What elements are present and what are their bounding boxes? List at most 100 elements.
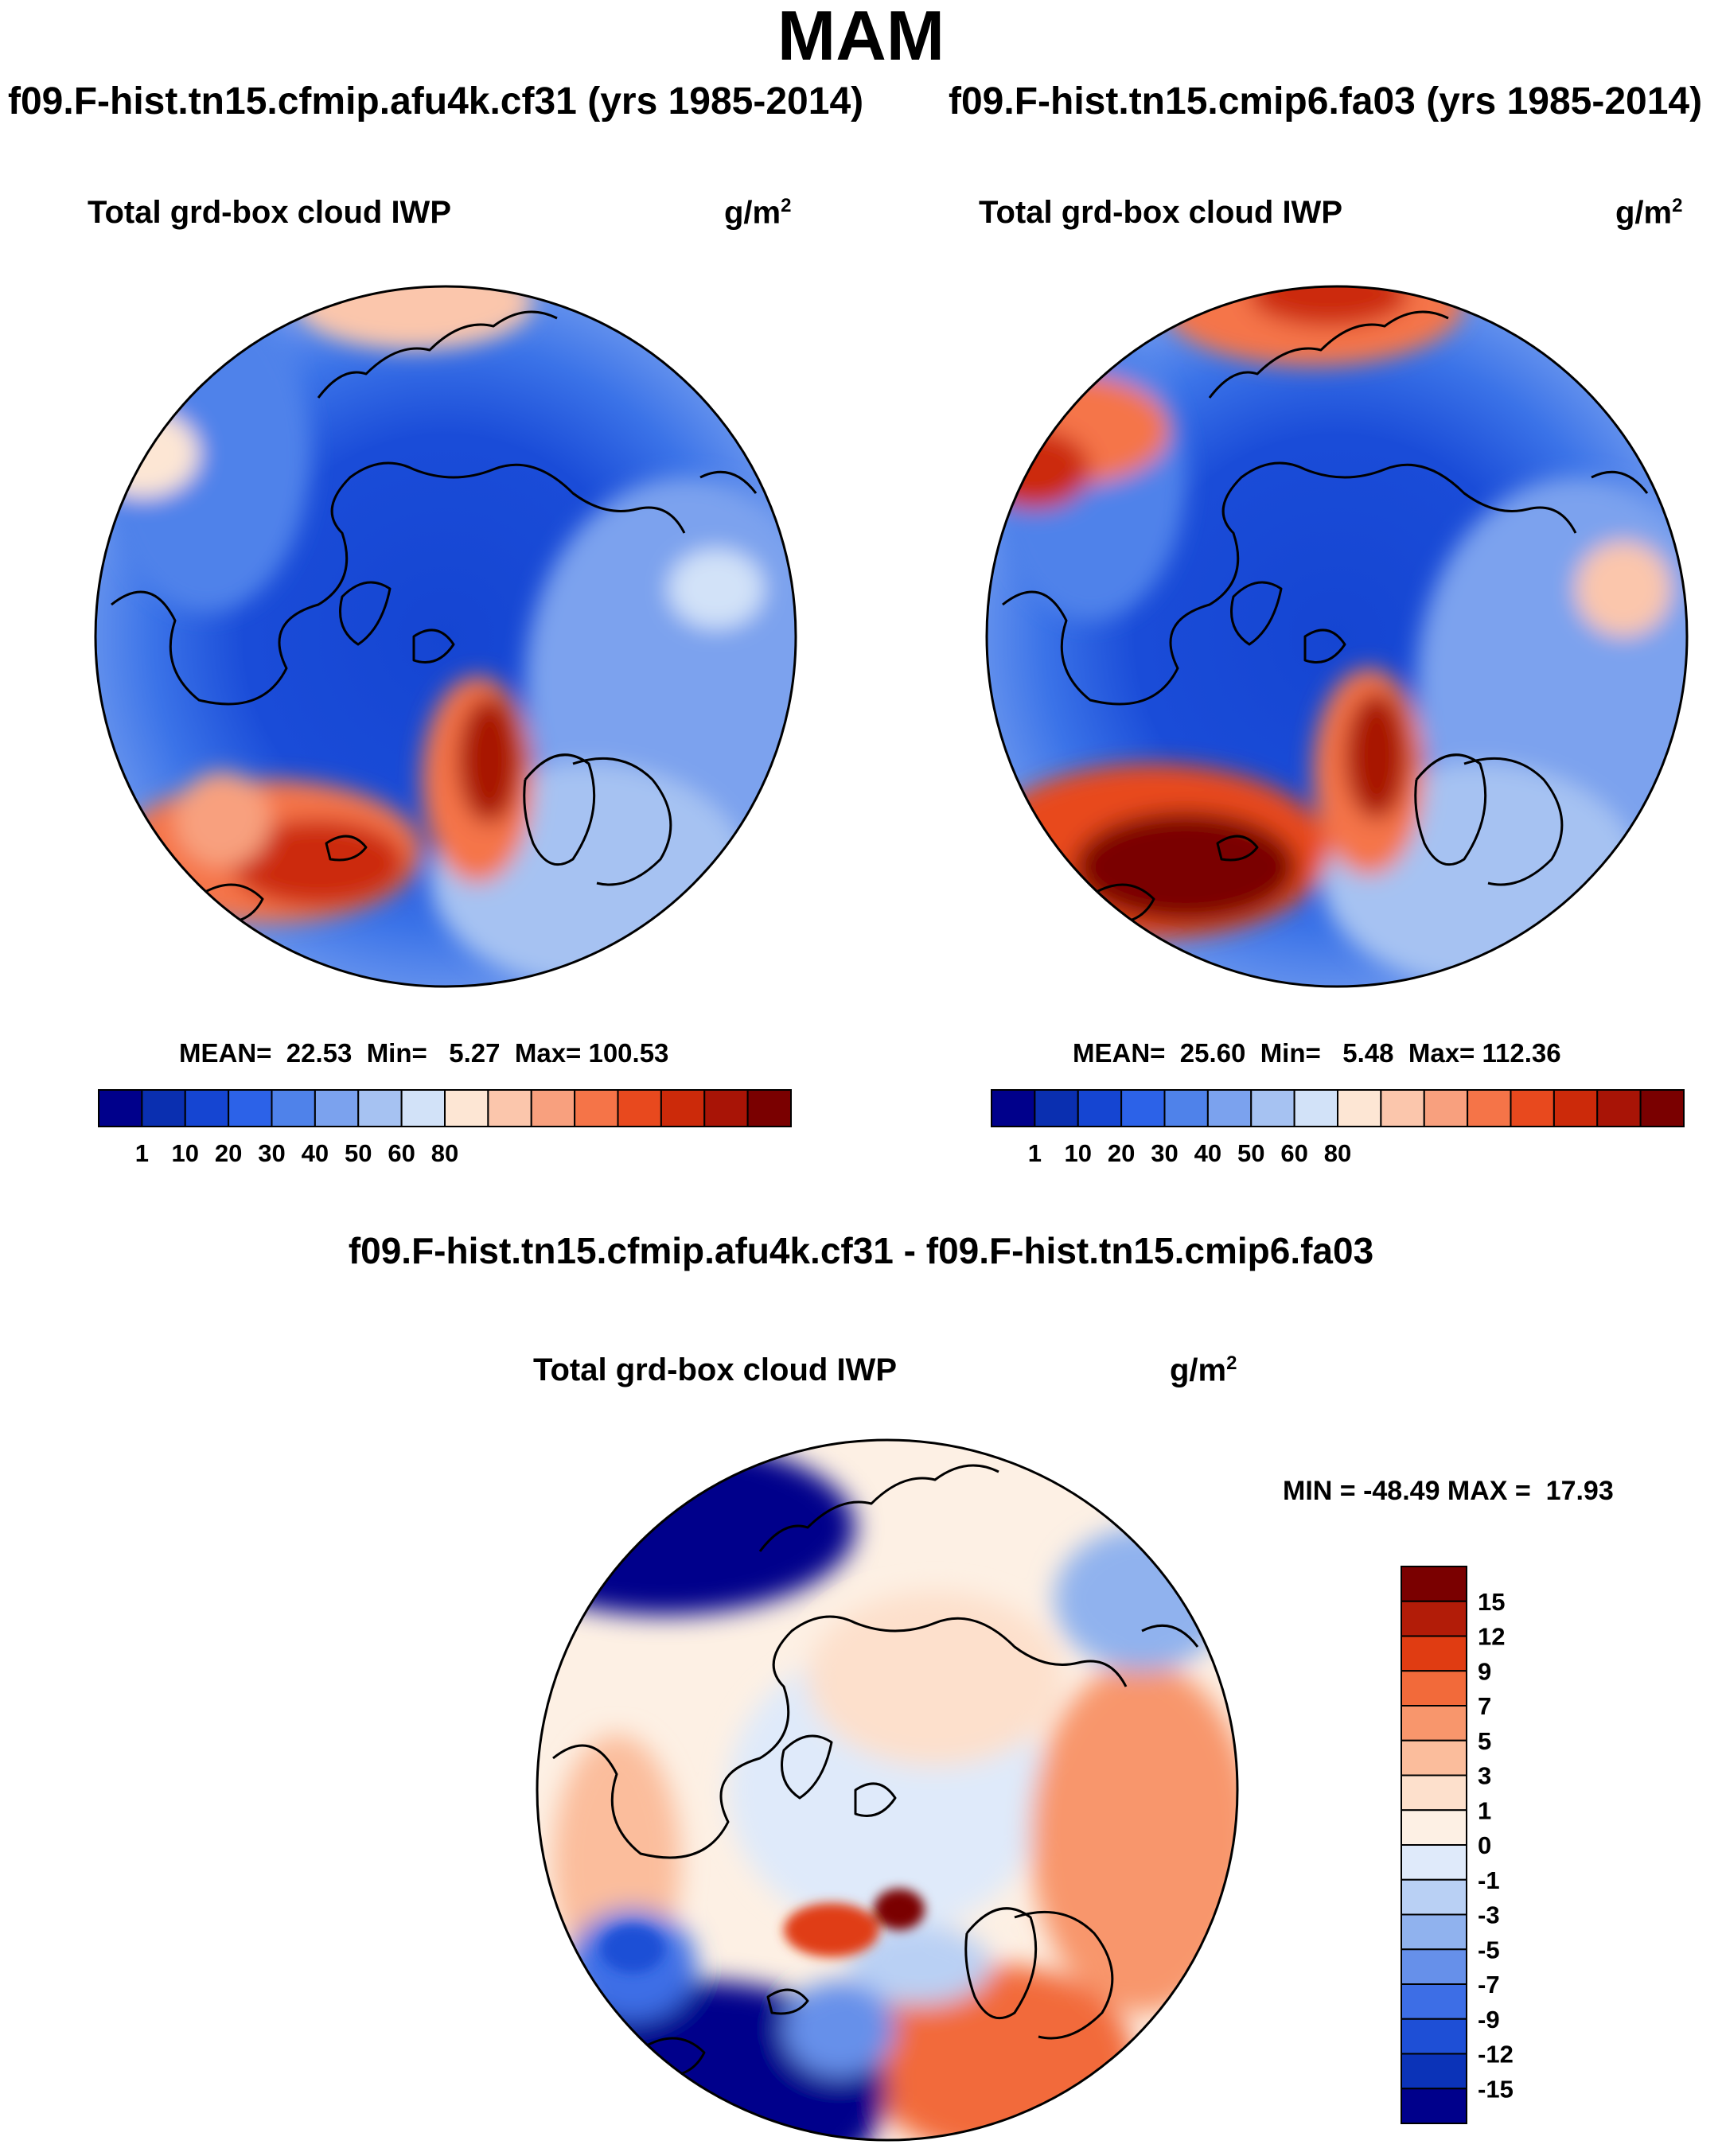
diff-colorbar-tick-label: 7 xyxy=(1478,1692,1491,1720)
diff-colorbar-swatch xyxy=(1401,1566,1467,1602)
colorbar-tick-label: 20 xyxy=(1108,1139,1135,1167)
diff-colorbar-swatch xyxy=(1401,1913,1467,1951)
colorbar-tick-label: 10 xyxy=(1065,1139,1092,1167)
colorbar-swatch xyxy=(314,1089,360,1127)
colorbar-swatch xyxy=(660,1089,706,1127)
panel-2-case-title: f09.F-hist.tn15.cmip6.fa03 (yrs 1985-201… xyxy=(949,80,1703,123)
diff-colorbar-tick-label: -7 xyxy=(1478,1971,1500,1998)
colorbar-swatch xyxy=(1034,1089,1079,1127)
diff-colorbar-swatch xyxy=(1401,2088,1467,2124)
colorbar-tick-label: 60 xyxy=(388,1139,415,1167)
colorbar-tick-label: 50 xyxy=(1237,1139,1264,1167)
diff-colorbar-tick-label: 0 xyxy=(1478,1831,1491,1859)
colorbar-swatch xyxy=(1337,1089,1382,1127)
diff-colorbar-swatch xyxy=(1401,2018,1467,2055)
colorbar-tick-label: 30 xyxy=(1151,1139,1178,1167)
colorbar-swatch xyxy=(1250,1089,1295,1127)
colorbar-swatch xyxy=(703,1089,749,1127)
difference-local-features xyxy=(601,1889,925,1973)
difference-units: g/m2 xyxy=(1170,1352,1237,1388)
colorbar-swatch xyxy=(271,1089,316,1127)
diff-colorbar-tick-label: 12 xyxy=(1478,1623,1505,1651)
diff-colorbar-swatch xyxy=(1401,2053,1467,2090)
diff-colorbar-swatch xyxy=(1401,1670,1467,1707)
colorbar-tick-label: 80 xyxy=(1324,1139,1351,1167)
colorbar-swatch xyxy=(1293,1089,1338,1127)
colorbar-tick-label: 1 xyxy=(1028,1139,1042,1167)
diff-colorbar-tick-label: 9 xyxy=(1478,1657,1491,1685)
panel-1-case-title: f09.F-hist.tn15.cfmip.afu4k.cf31 (yrs 19… xyxy=(8,80,864,123)
diff-colorbar-swatch xyxy=(1401,1739,1467,1777)
colorbar-tick-label: 50 xyxy=(345,1139,372,1167)
diff-colorbar-tick-label: -5 xyxy=(1478,1936,1500,1963)
diff-colorbar-swatch xyxy=(1401,1878,1467,1916)
panel-1-colorbar: 1 10 20 30 40 50 60 80 xyxy=(98,1089,792,1167)
colorbar-swatch xyxy=(444,1089,489,1127)
colorbar-swatch xyxy=(98,1089,143,1127)
colorbar-swatch xyxy=(1639,1089,1685,1127)
colorbar-swatch xyxy=(487,1089,532,1127)
diff-colorbar-tick-label: 1 xyxy=(1478,1796,1491,1824)
colorbar-swatch xyxy=(141,1089,186,1127)
colorbar-swatch xyxy=(400,1089,446,1127)
colorbar-tick-label: 10 xyxy=(172,1139,199,1167)
colorbar-swatch xyxy=(1596,1089,1642,1127)
colorbar-tick-label: 80 xyxy=(431,1139,458,1167)
difference-polar-map xyxy=(536,1438,1239,2142)
colorbar-tick-label: 1 xyxy=(135,1139,149,1167)
diff-colorbar-swatch xyxy=(1401,1844,1467,1881)
diff-colorbar-tick-label: 5 xyxy=(1478,1727,1491,1755)
panel-1-map-border xyxy=(94,285,797,988)
panel-2-map-border xyxy=(985,285,1689,988)
colorbar-swatch xyxy=(617,1089,662,1127)
difference-map-border xyxy=(536,1438,1239,2142)
colorbar-tick-label: 40 xyxy=(302,1139,329,1167)
panel-1-coastlines xyxy=(111,310,758,924)
diff-colorbar-swatch xyxy=(1401,1774,1467,1812)
difference-minmax: MIN = -48.49 MAX = 17.93 xyxy=(1283,1476,1614,1506)
diff-colorbar-swatch xyxy=(1401,1809,1467,1846)
diff-colorbar-tick-label: 3 xyxy=(1478,1762,1491,1790)
diff-colorbar-swatch xyxy=(1401,1948,1467,1985)
panel-2-colorbar: 1 10 20 30 40 50 60 80 xyxy=(991,1089,1685,1167)
diff-colorbar-tick-label: -15 xyxy=(1478,2075,1514,2103)
colorbar-swatch xyxy=(1380,1089,1425,1127)
diff-colorbar-swatch xyxy=(1401,1600,1467,1637)
panel-2-units: g/m2 xyxy=(1615,195,1683,231)
colorbar-swatch xyxy=(1120,1089,1166,1127)
colorbar-swatch xyxy=(574,1089,619,1127)
colorbar-swatch xyxy=(1553,1089,1599,1127)
colorbar-swatch xyxy=(530,1089,576,1127)
panel-1-units: g/m2 xyxy=(724,195,792,231)
diff-colorbar-tick-label: -12 xyxy=(1478,2041,1514,2068)
panel-2-variable-title: Total grd-box cloud IWP xyxy=(979,195,1342,230)
diff-colorbar-tick-label: -3 xyxy=(1478,1901,1500,1929)
colorbar-swatch xyxy=(357,1089,403,1127)
colorbar-swatch xyxy=(1206,1089,1253,1127)
colorbar-swatch xyxy=(1467,1089,1512,1127)
colorbar-swatch xyxy=(991,1089,1036,1127)
colorbar-swatch xyxy=(1423,1089,1469,1127)
diff-colorbar-swatch xyxy=(1401,1983,1467,2020)
diff-colorbar-tick-label: -9 xyxy=(1478,2006,1500,2033)
colorbar-swatch xyxy=(1163,1089,1209,1127)
panel-1-variable-title: Total grd-box cloud IWP xyxy=(88,195,451,230)
diff-colorbar-swatch xyxy=(1401,1705,1467,1742)
colorbar-tick-label: 30 xyxy=(258,1139,285,1167)
colorbar-tick-label: 20 xyxy=(215,1139,242,1167)
difference-title: f09.F-hist.tn15.cfmip.afu4k.cf31 - f09.F… xyxy=(348,1230,1374,1271)
panel-2-polar-map xyxy=(985,285,1689,988)
colorbar-swatch xyxy=(184,1089,230,1127)
colorbar-swatch xyxy=(1510,1089,1555,1127)
panel-2-coastlines xyxy=(1002,310,1649,924)
colorbar-tick-label: 40 xyxy=(1194,1139,1221,1167)
diff-colorbar-tick-label: 15 xyxy=(1478,1588,1505,1616)
colorbar-swatch xyxy=(228,1089,273,1127)
difference-colorbar: 15 12 9 7 5 3 1 0 -1 -3 -5 -7 -9 -12 -15 xyxy=(1401,1566,1514,2124)
season-title: MAM xyxy=(777,0,945,75)
colorbar-tick-label: 60 xyxy=(1280,1139,1307,1167)
panel-1-polar-map xyxy=(94,285,797,988)
colorbar-swatch xyxy=(1077,1089,1123,1127)
diff-colorbar-tick-label: -1 xyxy=(1478,1866,1500,1894)
diff-colorbar-swatch xyxy=(1401,1635,1467,1672)
